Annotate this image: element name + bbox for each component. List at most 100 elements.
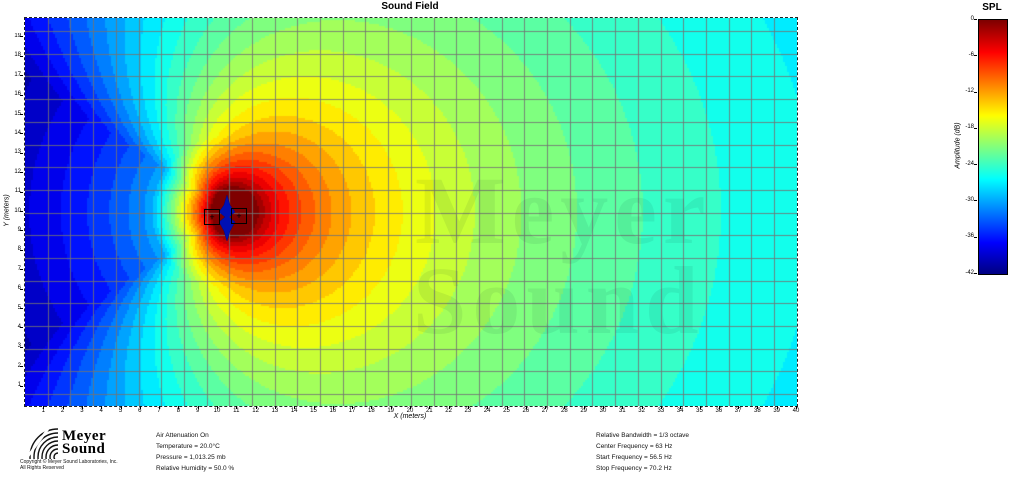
colorbar-tick-mark (974, 236, 977, 238)
sound-field-plot: Meyer Sound + + (24, 17, 798, 407)
logo-line-meyer: Meyer (62, 428, 107, 444)
colorbar-tick-label: -30 (965, 196, 974, 203)
x-tick-label: 22 (445, 408, 452, 414)
y-tick-label: 16 (14, 91, 21, 98)
x-tick-label: 36 (715, 408, 723, 414)
pressure-value: Pressure = 1,013.25 mb (156, 454, 226, 461)
speaker-icon[interactable]: + (204, 209, 220, 225)
x-tick-mark (660, 406, 662, 409)
colorbar-tick-mark (974, 273, 977, 274)
colorbar-tick-label: -36 (965, 233, 974, 240)
x-tick-mark (139, 406, 141, 409)
center-frequency-value: Center Frequency = 63 Hz (596, 443, 673, 450)
x-tick-label: 10 (213, 408, 221, 414)
x-tick-mark (390, 406, 392, 409)
y-tick-mark (20, 385, 23, 387)
x-tick-label: 15 (310, 408, 317, 414)
x-tick-mark (120, 406, 122, 409)
y-tick-mark (20, 230, 23, 232)
plus-marker-icon: + (236, 210, 242, 221)
x-tick-label: 2 (60, 408, 65, 414)
sound-field-heatmap[interactable] (25, 18, 797, 406)
x-tick-label: 38 (754, 408, 761, 414)
x-tick-label: 1 (41, 408, 45, 414)
x-tick-label: 25 (503, 408, 510, 414)
x-tick-label: 3 (80, 408, 84, 414)
y-tick-label: 5 (4, 305, 21, 311)
y-tick-mark (20, 308, 23, 309)
x-tick-mark (603, 406, 604, 409)
colorbar-amplitude-label: Amplitude (dB) (954, 122, 962, 169)
x-tick-mark (410, 406, 411, 409)
x-tick-mark (699, 406, 701, 409)
y-tick-label: 8 (4, 246, 21, 252)
x-tick-mark (776, 406, 778, 409)
x-tick-mark (274, 406, 276, 409)
y-tick-label: 11 (14, 188, 21, 195)
x-tick-mark (332, 406, 334, 409)
plot-title: Sound Field (381, 1, 439, 12)
y-tick-label: 19 (14, 32, 21, 39)
x-tick-label: 23 (464, 408, 472, 414)
y-tick-mark (20, 36, 23, 38)
colorbar-tick-mark (974, 200, 977, 202)
speaker-icon[interactable]: + (231, 208, 247, 224)
y-tick-label: 4 (4, 324, 21, 330)
air-attenuation-status: Air Attenuation On (156, 432, 209, 439)
x-tick-mark (236, 406, 238, 409)
x-tick-mark (197, 406, 199, 409)
colorbar-tick-mark (974, 19, 977, 20)
y-tick-mark (20, 55, 23, 57)
x-tick-mark (429, 406, 431, 409)
y-tick-mark (20, 327, 23, 329)
x-tick-label: 30 (599, 408, 607, 414)
x-tick-label: 17 (348, 408, 356, 414)
x-tick-label: 33 (657, 408, 665, 414)
meyer-sound-logo-icon (24, 428, 58, 459)
y-tick-label: 13 (14, 149, 21, 156)
colorbar-tick-mark (974, 127, 977, 129)
plus-marker-icon: + (209, 211, 215, 222)
colorbar-title: SPL (982, 2, 1002, 13)
humidity-value: Relative Humidity = 50.0 % (156, 465, 235, 472)
copyright-text: Copyright © Meyer Sound Laboratories, In… (20, 459, 118, 471)
x-tick-mark (255, 406, 257, 409)
x-tick-label: 31 (618, 408, 626, 414)
y-tick-mark (20, 288, 23, 290)
x-tick-label: 34 (676, 408, 684, 414)
x-tick-mark (564, 406, 566, 409)
x-tick-mark (506, 406, 508, 409)
colorbar-tick-mark (974, 55, 977, 57)
x-tick-mark (448, 406, 450, 409)
x-tick-mark (757, 406, 759, 409)
colorbar-tick-label: -24 (965, 160, 974, 167)
y-tick-mark (20, 191, 23, 193)
x-tick-label: 32 (638, 408, 645, 414)
x-tick-label: 5 (118, 408, 123, 414)
y-tick-mark (20, 346, 23, 348)
y-tick-mark (20, 133, 23, 135)
x-tick-mark (81, 406, 83, 409)
colorbar (978, 19, 1008, 275)
x-tick-label: 9 (196, 408, 200, 414)
x-tick-label: 12 (252, 408, 259, 414)
x-tick-mark (796, 406, 797, 409)
y-tick-label: 10 (14, 207, 21, 214)
frequency-parameters: Relative Bandwidth = 1/3 octave Center F… (596, 430, 689, 474)
stop-frequency-value: Stop Frequency = 70.2 Hz (596, 465, 672, 472)
x-tick-mark (487, 406, 489, 409)
y-tick-mark (20, 172, 23, 174)
x-tick-mark (178, 406, 180, 409)
x-tick-label: 6 (138, 408, 142, 414)
x-tick-label: 13 (271, 408, 279, 414)
copyright-line2: All Rights Reserved (20, 465, 64, 471)
logo-line-sound: Sound (62, 441, 106, 457)
y-tick-mark (20, 269, 23, 271)
copyright-line1: Copyright © Meyer Sound Laboratories, In… (20, 459, 118, 465)
colorbar-tick-mark (974, 91, 977, 93)
x-tick-mark (371, 406, 373, 409)
x-tick-label: 27 (541, 408, 549, 414)
y-tick-label: 1 (4, 382, 21, 388)
x-tick-mark (718, 406, 720, 409)
